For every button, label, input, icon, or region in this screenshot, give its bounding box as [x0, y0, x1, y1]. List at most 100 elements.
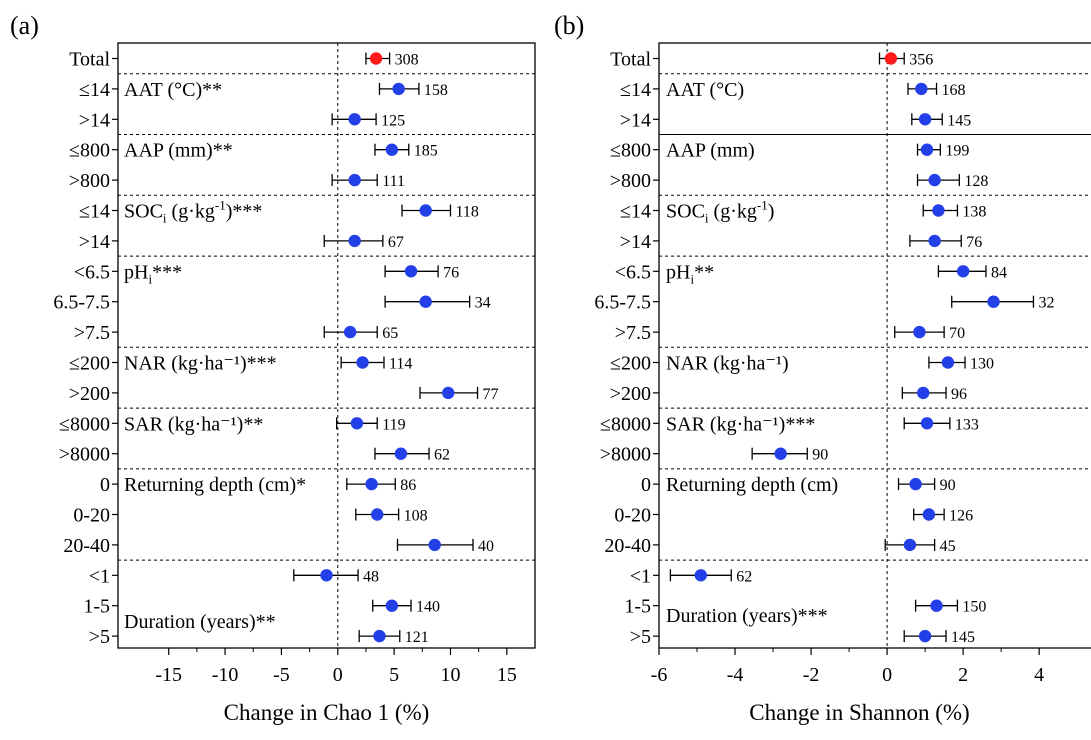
effect-point [928, 173, 941, 187]
effect-point [385, 143, 399, 156]
panel-b: (b) Total ≤14 >14 ≤800 >800 ≤14 >14 <6.5 6.5-7.5 >… [554, 11, 1091, 725]
category-label: 0 [641, 474, 651, 496]
x-tick-label: -6 [651, 664, 668, 686]
soc-subscript: i [705, 211, 709, 226]
x-axis-title: Change in Chao 1 (%) [224, 700, 430, 725]
effect-point [922, 508, 936, 521]
category-label: >200 [610, 383, 651, 405]
group-label: SAR (kg·ha⁻¹)*** [666, 413, 815, 435]
effect-point [918, 629, 932, 643]
category-label: >7.5 [615, 322, 651, 344]
sample-size-label: 90 [812, 447, 828, 464]
group-label: NAR (kg·ha⁻¹) [666, 353, 789, 375]
sample-size-label: 145 [947, 112, 971, 129]
sample-size-label: 96 [951, 386, 967, 403]
category-label: >800 [610, 170, 651, 192]
sample-size-label: 308 [395, 52, 419, 69]
x-tick-label: -15 [155, 664, 182, 686]
effect-point [365, 477, 378, 491]
panel-label: (b) [554, 11, 584, 40]
sample-size-label: 62 [736, 568, 752, 585]
panel-label: (a) [10, 11, 39, 40]
sample-size-label: 40 [478, 538, 494, 555]
effect-point [392, 82, 405, 96]
group-label-ph: pHi** [666, 261, 714, 286]
group-label: NAR (kg·ha⁻¹)*** [124, 353, 277, 375]
sample-size-label: 48 [363, 568, 379, 585]
sample-size-label: 199 [945, 143, 969, 160]
sample-size-label: 118 [455, 204, 478, 221]
sample-size-label: 130 [970, 356, 994, 373]
effect-point [385, 599, 399, 612]
effect-point [918, 113, 932, 126]
x-tick-label: 0 [882, 664, 892, 686]
group-label-soc: SOCi (g·kg-1)*** [124, 198, 262, 226]
effect-point [419, 295, 432, 308]
sample-size-label: 86 [400, 477, 416, 494]
sample-size-label: 121 [405, 629, 429, 646]
soc-subscript: i [163, 211, 167, 226]
sample-size-label: 128 [964, 173, 988, 190]
effect-point [903, 538, 917, 552]
group-label-soc: SOCi (g·kg-1) [666, 198, 774, 226]
category-label: Total [610, 49, 651, 71]
effect-point [350, 417, 364, 430]
effect-point [442, 386, 455, 400]
sample-size-label: 108 [404, 508, 428, 525]
group-label-ph: pHi*** [124, 261, 182, 286]
sample-size-label: 125 [381, 112, 405, 129]
effect-point [913, 325, 926, 339]
sample-size-label: 145 [951, 629, 975, 646]
category-label: 6.5-7.5 [53, 292, 110, 314]
x-tick-label: -5 [273, 664, 290, 686]
category-label: >5 [89, 626, 110, 648]
category-label: ≤14 [620, 79, 651, 101]
effect-point [920, 143, 934, 156]
soc-base: SOC [666, 201, 705, 223]
group-label: SAR (kg·ha⁻¹)** [124, 413, 263, 435]
category-label: <6.5 [615, 261, 651, 283]
category-label: Total [69, 49, 110, 71]
soc-unit: (g·kg [167, 201, 215, 223]
effect-point [930, 599, 943, 612]
plot-frame [117, 42, 536, 649]
category-label: 1-5 [624, 596, 651, 618]
x-tick-label: -4 [727, 664, 744, 686]
x-tick-label: 15 [497, 664, 517, 686]
category-label: ≤200 [610, 353, 651, 375]
group-label: AAT (°C) [666, 79, 744, 101]
ph-stars: ** [694, 261, 714, 283]
category-label: >8000 [59, 444, 110, 466]
sample-size-label: 168 [942, 82, 966, 99]
total-effect-point [884, 52, 898, 65]
sample-size-label: 140 [416, 599, 440, 616]
sample-size-label: 77 [483, 386, 499, 403]
group-label: Returning depth (cm)* [124, 474, 306, 496]
x-tick-label: 4 [1034, 664, 1044, 686]
sample-size-label: 76 [966, 234, 982, 251]
category-label: ≤200 [69, 353, 110, 375]
category-label: 0 [100, 474, 110, 496]
effect-point [917, 386, 930, 400]
x-tick-label: 2 [958, 664, 968, 686]
category-label: >14 [79, 231, 110, 253]
x-axis-title: Change in Shannon (%) [749, 700, 969, 725]
category-label: 1-5 [83, 596, 110, 618]
category-label: 20-40 [604, 535, 651, 557]
soc-unit-end: ) [768, 201, 775, 223]
sample-size-label: 45 [940, 538, 956, 555]
category-label: >14 [620, 231, 651, 253]
effect-point [932, 204, 945, 217]
effect-point [928, 234, 941, 248]
group-label: AAP (mm) [666, 140, 755, 162]
group-label: Duration (years)** [124, 611, 276, 633]
effect-point [428, 538, 441, 552]
effect-point [348, 173, 361, 187]
effect-point [915, 82, 928, 96]
effect-point [348, 234, 361, 248]
category-label: >14 [620, 109, 651, 131]
total-effect-point [369, 52, 383, 65]
effect-point [909, 477, 922, 491]
sample-size-label: 114 [389, 356, 412, 373]
effect-point [343, 325, 357, 339]
